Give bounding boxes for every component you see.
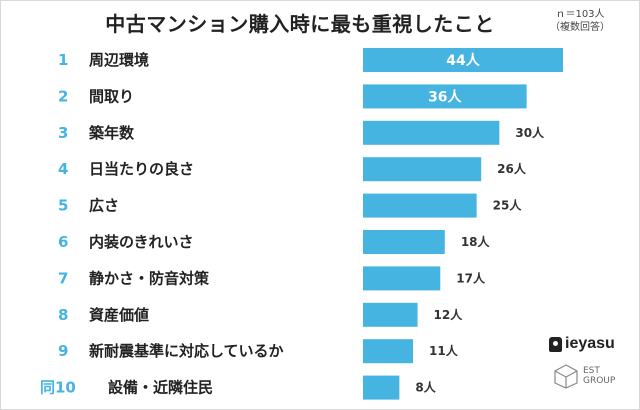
- ieyasu-logo: ieyasu: [549, 335, 615, 353]
- bar: [363, 230, 445, 254]
- rank-number: 3: [58, 124, 68, 142]
- rank-number: 4: [58, 160, 68, 178]
- rank-number: 5: [58, 197, 68, 215]
- rank-number: 同10: [40, 379, 76, 397]
- bar: [363, 302, 418, 327]
- chart-title: 中古マンション購入時に最も重視したこと: [105, 12, 495, 36]
- category-label: 設備・近隣住民: [108, 379, 213, 397]
- category-label: 間取り: [89, 87, 134, 105]
- house-icon: [549, 336, 562, 352]
- rank-number: 9: [58, 342, 68, 360]
- category-label: 資産価値: [89, 306, 149, 324]
- data-label: 25人: [493, 198, 523, 213]
- category-label: 内装のきれいさ: [89, 233, 194, 251]
- data-label: 18人: [461, 234, 491, 249]
- bar: [363, 48, 563, 72]
- rank-number: 7: [58, 269, 68, 287]
- data-label: 11人: [429, 343, 459, 358]
- category-label: 日当たりの良さ: [89, 160, 194, 178]
- data-label: 8人: [415, 380, 436, 395]
- data-label: 12人: [434, 307, 464, 322]
- bar: [363, 120, 500, 145]
- bar: [363, 339, 413, 364]
- sample-size: ｎ＝103人: [555, 9, 605, 20]
- group-name-line2: GROUP: [583, 376, 616, 386]
- rank-number: 1: [58, 51, 68, 69]
- bar: [363, 84, 527, 109]
- category-label: 広さ: [89, 197, 119, 215]
- category-label: 静かさ・防音対策: [89, 269, 210, 287]
- cube-icon: [554, 364, 578, 389]
- data-label: 17人: [456, 270, 486, 285]
- category-label: 周辺環境: [89, 51, 149, 69]
- category-label: 新耐震基準に対応しているか: [89, 342, 284, 360]
- group-name-line1: EST: [583, 366, 600, 376]
- sample-note: ｎ＝103人 （複数回答）: [550, 8, 610, 34]
- data-label: 44人: [446, 52, 480, 69]
- data-label: 36人: [428, 88, 462, 105]
- bar: [363, 157, 482, 182]
- brand-name: ieyasu: [565, 335, 615, 352]
- bar: [363, 375, 400, 400]
- rank-number: 2: [58, 87, 68, 105]
- bar: [363, 266, 441, 291]
- data-label: 30人: [515, 125, 545, 140]
- category-label: 築年数: [88, 124, 135, 142]
- rank-number: 8: [58, 306, 68, 324]
- bar: [363, 193, 477, 218]
- multiple-answer-note: （複数回答）: [550, 22, 610, 33]
- est-group-logo: EST GROUP: [553, 363, 615, 389]
- rank-number: 6: [58, 233, 68, 251]
- data-label: 26人: [497, 161, 527, 176]
